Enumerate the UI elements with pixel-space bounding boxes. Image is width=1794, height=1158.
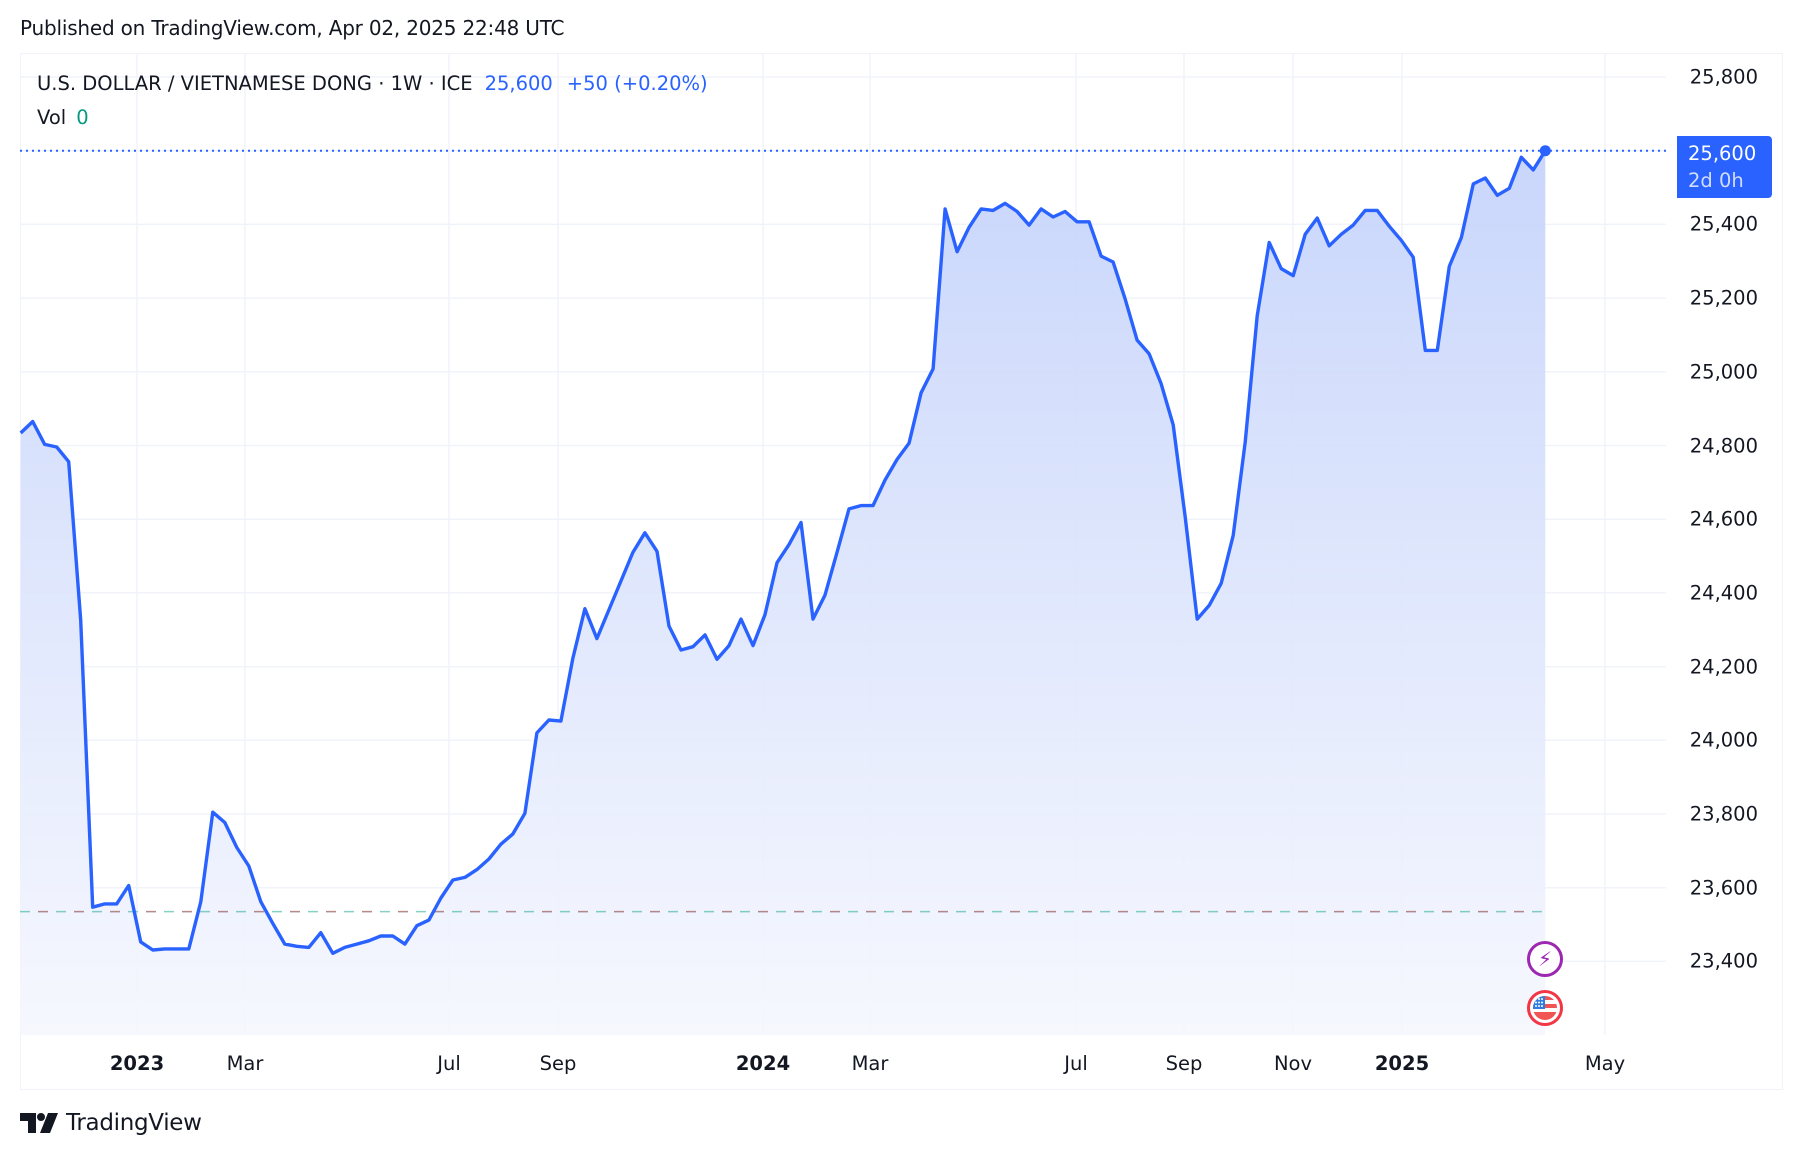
tradingview-logo-icon [20,1113,58,1133]
bar-countdown: 2d 0h [1688,169,1744,192]
time-axis-label: 2024 [735,1052,791,1075]
price-area-fill [20,150,1546,1035]
chart-panel[interactable] [20,53,1783,1090]
volume-value: 0 [76,106,89,129]
price-axis-label: 25,800 [1689,65,1758,89]
price-axis-label: 24,600 [1689,507,1758,531]
us-flag-glyph [1533,996,1557,1020]
time-axis-label: Sep [539,1052,577,1075]
lightning-icon[interactable]: ⚡ [1527,941,1563,977]
price-change: +50 (+0.20%) [566,72,708,95]
tradingview-logo[interactable]: TradingView [20,1110,202,1136]
last-price-dot [1539,145,1551,157]
price-axis-label: 24,000 [1689,728,1758,752]
published-caption: Published on TradingView.com, Apr 02, 20… [20,16,565,40]
us-flag-icon[interactable] [1527,990,1563,1026]
last-price: 25,600 [484,72,553,95]
time-axis-label: Nov [1273,1052,1313,1075]
tradingview-brand: TradingView [66,1110,202,1136]
price-axis-label: 24,200 [1689,655,1758,679]
price-axis-label: 25,000 [1689,360,1758,384]
time-axis-label: Mar [226,1052,264,1075]
price-axis-label: 24,800 [1689,434,1758,457]
volume-label: Vol [37,106,67,129]
time-axis-label: May [1584,1052,1626,1075]
price-axis-label: 23,600 [1689,876,1758,900]
time-axis-label: 2025 [1374,1052,1430,1075]
price-axis-label: 24,400 [1689,581,1758,605]
symbol-legend[interactable]: U.S. DOLLAR / VIETNAMESE DONG · 1W · ICE… [37,72,708,95]
price-axis-label: 23,800 [1689,802,1758,826]
last-price-tag: 25,600 2d 0h [1677,136,1772,198]
price-line [19,149,1547,955]
last-price-tag-value: 25,600 [1688,142,1757,165]
symbol-title: U.S. DOLLAR / VIETNAMESE DONG · 1W · ICE [37,72,473,95]
time-axis-label: 2023 [109,1052,165,1075]
time-axis-label: Sep [1165,1052,1203,1075]
time-axis-label: Jul [437,1052,461,1075]
time-axis-label: Mar [851,1052,889,1075]
price-axis-label: 23,400 [1689,949,1758,973]
price-axis-label: 25,200 [1689,286,1758,310]
time-axis-label: Jul [1064,1052,1088,1075]
price-axis-label: 25,400 [1689,212,1758,236]
volume-legend[interactable]: Vol 0 [37,106,89,129]
